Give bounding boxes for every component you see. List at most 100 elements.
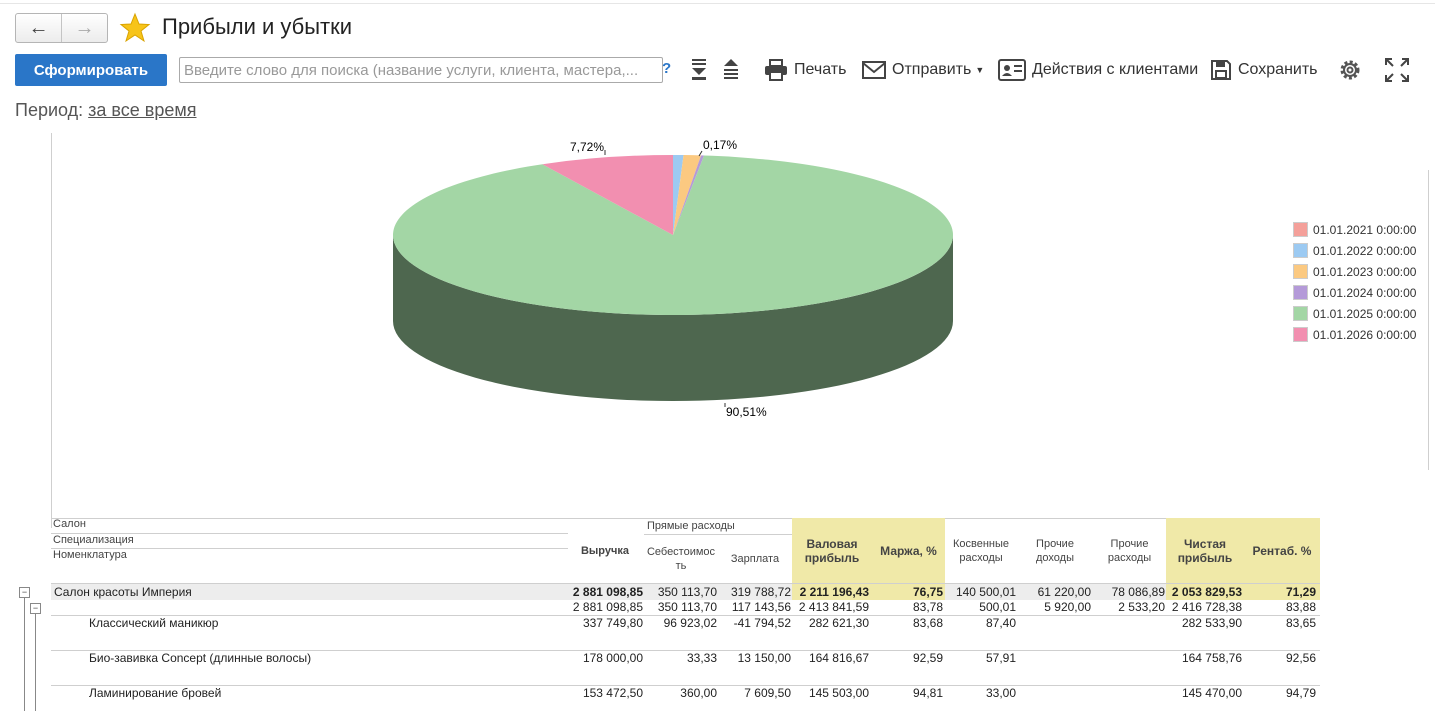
cell-margin: 83,78	[912, 600, 943, 614]
pie-label-2025: 90,51%	[726, 405, 767, 419]
print-button[interactable]: Печать	[764, 56, 846, 84]
pie-slice[interactable]	[392, 155, 953, 315]
period-row: Период: за все время	[15, 100, 197, 121]
cell-cost: 350 113,70	[657, 585, 717, 599]
header-cost: Себестоимос ть	[646, 546, 716, 572]
collapse-toggle-icon[interactable]: −	[30, 603, 41, 614]
cell-other-income: 5 920,00	[1044, 600, 1091, 614]
label-leader-2	[698, 150, 703, 157]
table-row[interactable]: 2 881 098,85 350 113,70 117 143,56 2 413…	[51, 600, 1320, 615]
scroll-track[interactable]	[1428, 170, 1429, 470]
top-border	[0, 0, 1435, 4]
cell-net: 145 470,00	[1181, 686, 1242, 700]
cell-net: 164 758,76	[1181, 651, 1242, 665]
contact-card-icon	[998, 59, 1026, 81]
cell-indirect: 140 500,01	[955, 585, 1016, 599]
cell-gross: 282 621,30	[808, 616, 869, 630]
legend-label: 01.01.2025 0:00:00	[1313, 306, 1417, 321]
settings-gear-icon[interactable]	[1337, 57, 1363, 83]
cell-other-expenses: 78 086,89	[1111, 585, 1165, 599]
period-link[interactable]: за все время	[88, 100, 197, 120]
table-row[interactable]: Ламинирование бровей 153 472,50 360,00 7…	[51, 686, 1320, 711]
save-button[interactable]: Сохранить	[1210, 56, 1318, 84]
legend-item: 01.01.2022 0:00:00	[1292, 240, 1416, 261]
expand-all-icon[interactable]	[690, 58, 708, 82]
dropdown-arrow-icon: ▼	[975, 65, 985, 75]
header-specialization: Специализация	[51, 534, 568, 549]
forward-button[interactable]: →	[61, 14, 107, 42]
cell-revenue: 337 749,80	[582, 616, 643, 630]
cell-gross: 2 211 196,43	[799, 585, 869, 599]
cell-profitability: 94,79	[1285, 686, 1316, 700]
legend-item: 01.01.2024 0:00:00	[1292, 282, 1416, 303]
cell-net: 282 533,90	[1181, 616, 1242, 630]
send-button[interactable]: Отправить ▼	[862, 56, 984, 84]
cell-gross: 164 816,67	[808, 651, 869, 665]
pie-side-slice	[393, 235, 953, 401]
cell-profitability: 71,29	[1285, 585, 1316, 599]
header-profitability: Рентаб. %	[1244, 518, 1320, 584]
client-actions-label: Действия с клиентами	[1032, 61, 1199, 78]
cell-indirect: 33,00	[985, 686, 1016, 700]
cell-indirect: 87,40	[985, 616, 1016, 630]
chart-legend: 01.01.2021 0:00:00 01.01.2022 0:00:00 01.0…	[1292, 219, 1416, 345]
search-input[interactable]	[179, 57, 663, 83]
legend-swatch	[1292, 284, 1309, 301]
legend-swatch	[1292, 221, 1309, 238]
cell-profitability: 83,65	[1285, 616, 1316, 630]
pie-slice[interactable]	[673, 155, 684, 235]
header-gross: Валовая прибыль	[792, 518, 872, 584]
pie-slice[interactable]	[673, 155, 702, 235]
cell-cost: 96 923,02	[663, 616, 717, 630]
favorite-star-icon[interactable]	[119, 12, 151, 44]
legend-item: 01.01.2023 0:00:00	[1292, 261, 1416, 282]
legend-label: 01.01.2023 0:00:00	[1313, 264, 1417, 279]
period-label: Период:	[15, 100, 84, 120]
floppy-disk-icon	[1211, 60, 1231, 80]
client-actions-button[interactable]: Действия с клиентами	[998, 56, 1198, 84]
cell-gross: 2 413 841,59	[798, 600, 869, 614]
nav-group: ← →	[15, 13, 108, 43]
cell-revenue: 2 881 098,85	[572, 600, 643, 614]
print-label: Печать	[794, 61, 847, 78]
printer-icon	[765, 59, 787, 81]
help-link[interactable]: ?	[662, 60, 672, 77]
table-row[interactable]: Классический маникюр 337 749,80 96 923,0…	[51, 616, 1320, 650]
tree-line	[35, 614, 36, 711]
cell-net: 2 053 829,53	[1171, 585, 1242, 599]
arrow-right-icon: →	[74, 16, 95, 39]
cell-indirect: 57,91	[985, 651, 1016, 665]
envelope-icon	[862, 61, 886, 79]
table-row[interactable]: Салон красоты Империя 2 881 098,85 350 1…	[51, 584, 1320, 600]
arrow-left-icon: ←	[28, 16, 49, 39]
legend-label: 01.01.2024 0:00:00	[1313, 285, 1417, 300]
cell-cost: 33,33	[686, 651, 717, 665]
cell-gross: 145 503,00	[808, 686, 869, 700]
collapse-toggle-icon[interactable]: −	[19, 587, 30, 598]
fullscreen-icon[interactable]	[1385, 58, 1409, 82]
header-direct: Прямые расходы	[644, 518, 795, 535]
header-indirect: Косвенные расходы	[952, 538, 1010, 564]
header-margin: Маржа, %	[872, 518, 945, 584]
pie-side	[393, 235, 953, 401]
legend-item: 01.01.2021 0:00:00	[1292, 219, 1416, 240]
collapse-all-icon[interactable]	[722, 58, 740, 82]
cell-salary: 13 150,00	[737, 651, 791, 665]
report-left-border	[51, 133, 52, 528]
pie-label-2026: 7,72%	[570, 140, 604, 154]
legend-item: 01.01.2025 0:00:00	[1292, 303, 1416, 324]
legend-swatch	[1292, 305, 1309, 322]
cell-revenue: 153 472,50	[582, 686, 643, 700]
cell-salary: -41 794,52	[733, 616, 791, 630]
generate-button[interactable]: Сформировать	[15, 54, 167, 86]
table-row[interactable]: Био-завивка Concept (длинные волосы) 178…	[51, 651, 1320, 685]
pie-chart: 7,72% 0,17% 90,51%	[392, 138, 953, 419]
cell-net: 2 416 728,38	[1171, 600, 1242, 614]
cell-margin: 92,59	[912, 651, 943, 665]
send-label: Отправить	[892, 61, 972, 78]
back-button[interactable]: ←	[16, 14, 61, 42]
header-other-income: Прочие доходы	[1036, 538, 1074, 564]
cell-salary: 319 788,72	[730, 585, 791, 599]
pie-slice[interactable]	[673, 155, 705, 235]
pie-slice[interactable]	[542, 155, 673, 235]
